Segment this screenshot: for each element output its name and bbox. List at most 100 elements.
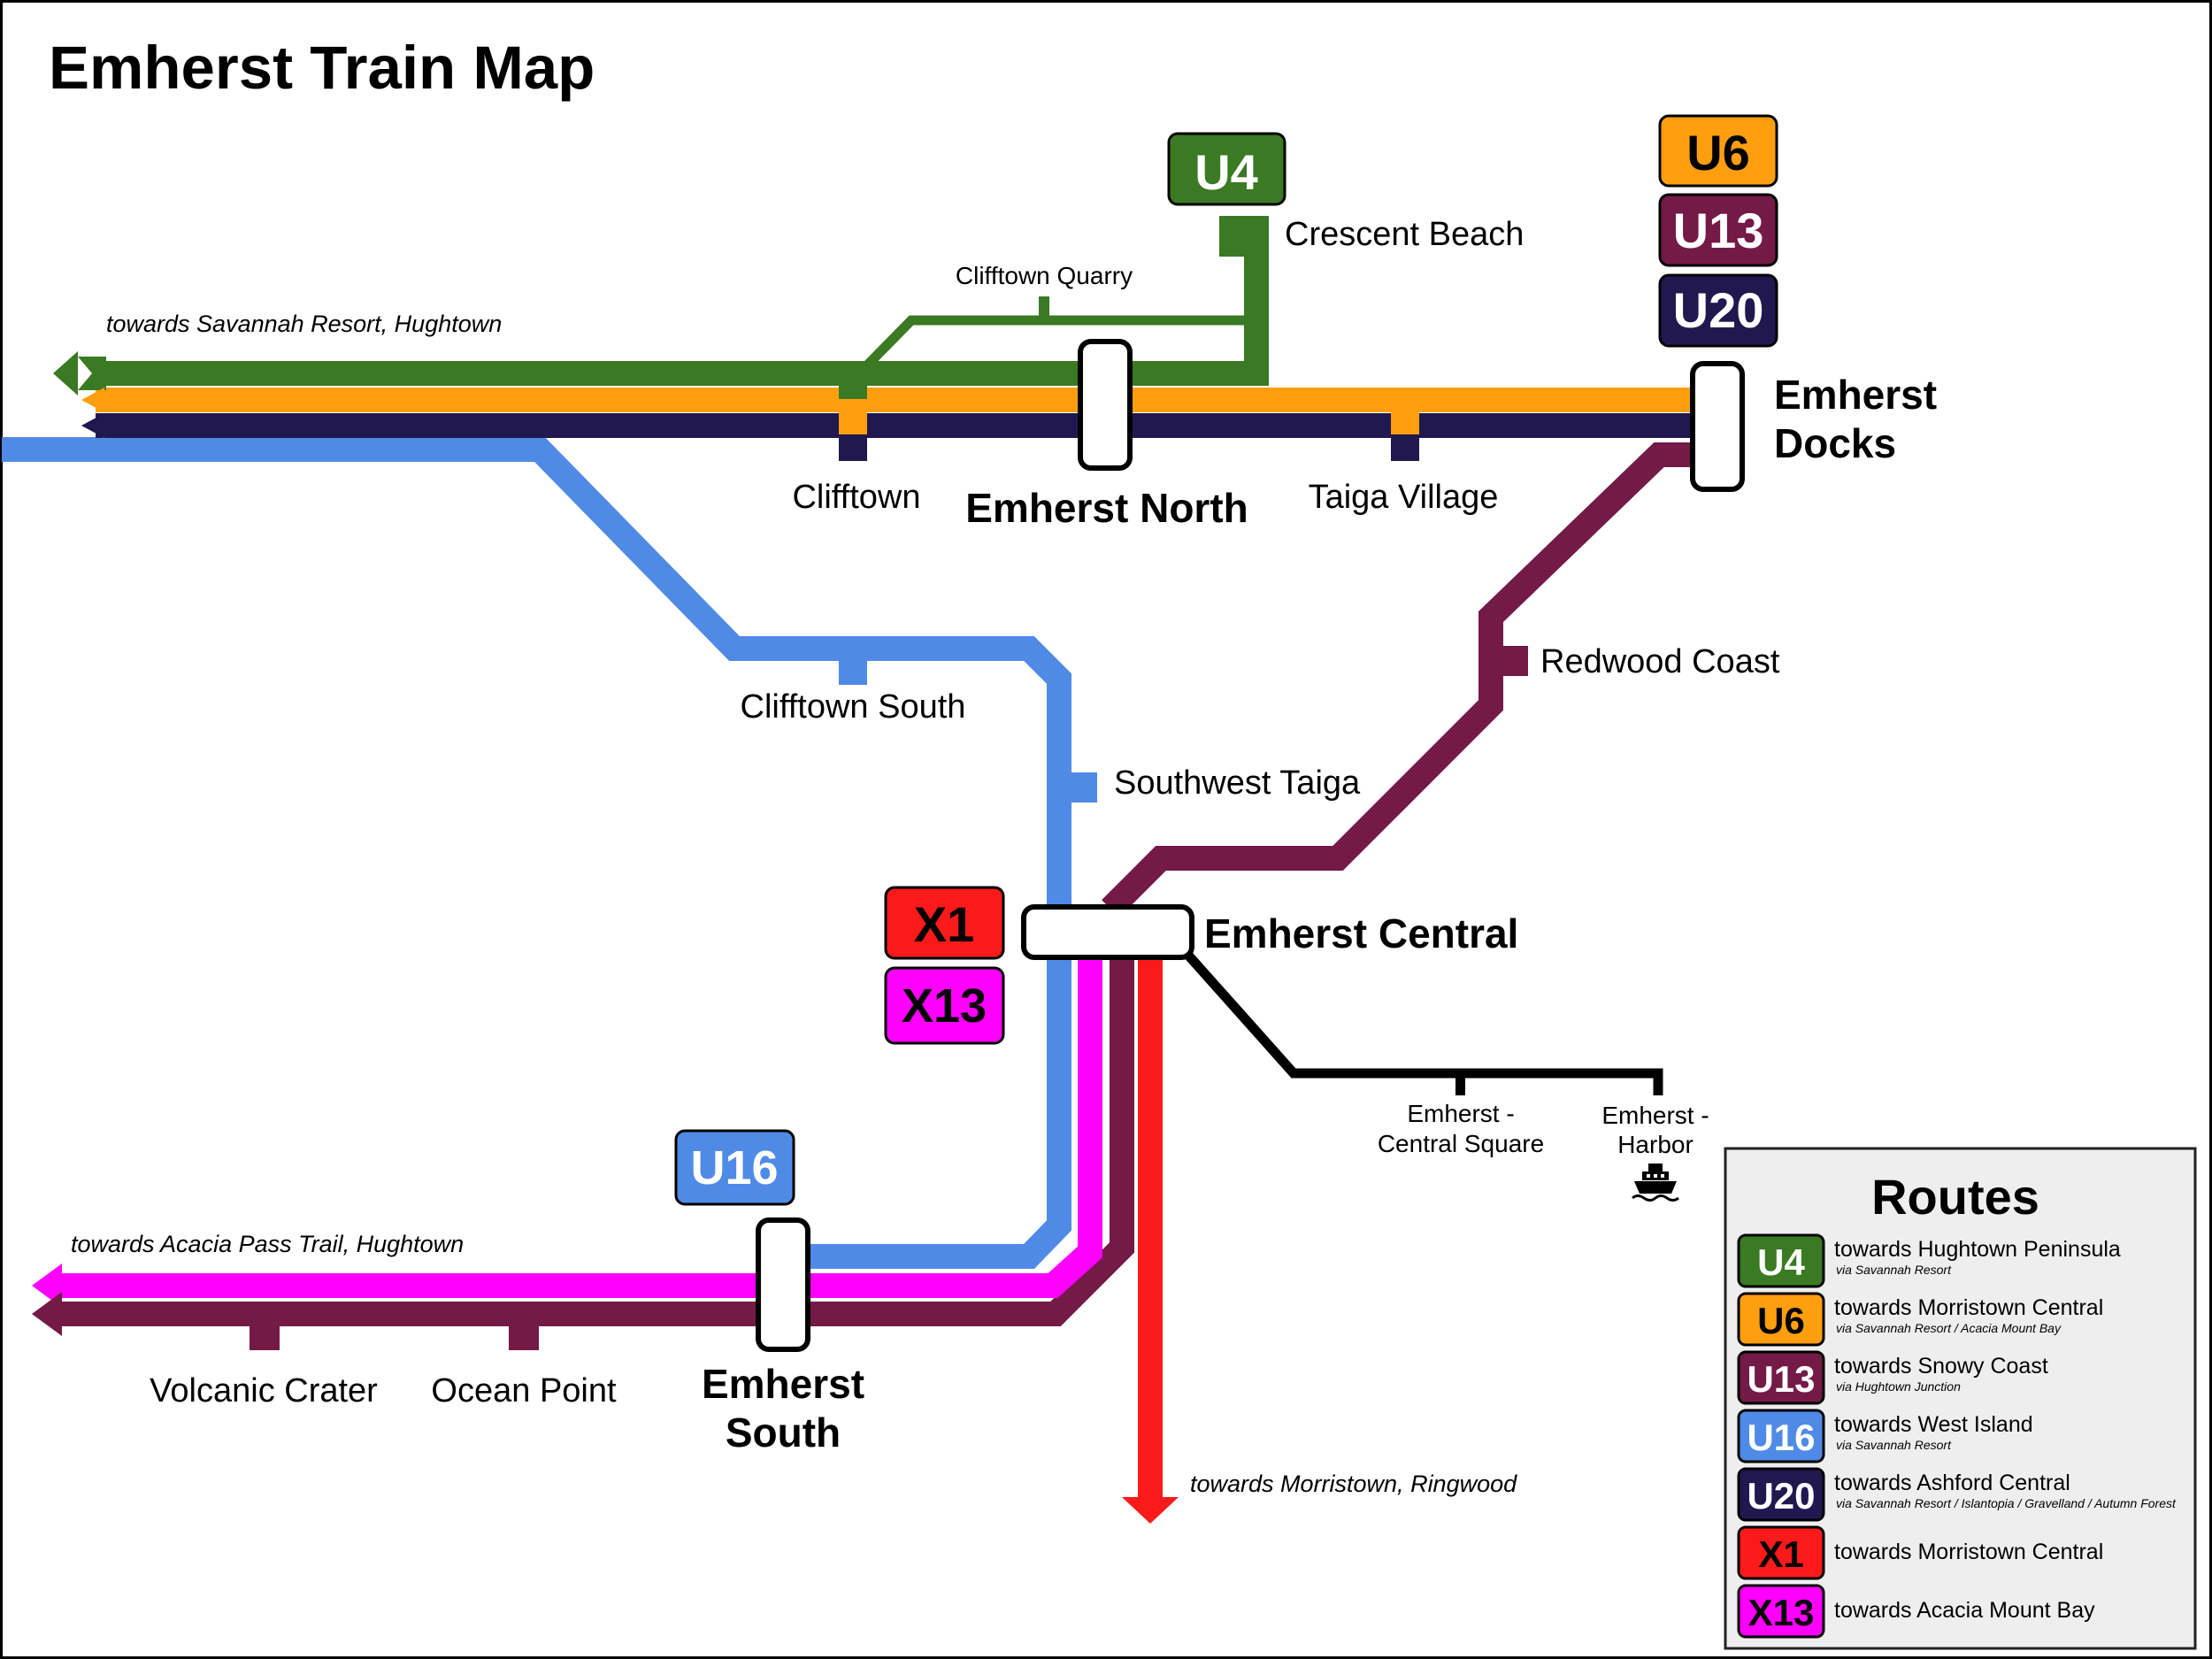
station-marker-emherst-docks[interactable] bbox=[1690, 361, 1745, 492]
legend-title: Routes bbox=[1871, 1169, 2039, 1225]
route-line-x13 bbox=[60, 951, 1102, 1298]
label-clifftown: Clifftown bbox=[792, 479, 920, 516]
tick-redwood-coast bbox=[1502, 646, 1528, 676]
legend-badge-label: U16 bbox=[1747, 1417, 1815, 1458]
label-harbor-line1: Emherst - bbox=[1601, 1102, 1709, 1129]
label-harbor-line2: Harbor bbox=[1617, 1131, 1694, 1158]
legend-badge-label: U13 bbox=[1747, 1358, 1815, 1400]
direction-labels: towards Savannah Resort, Hughtown toward… bbox=[71, 311, 1517, 1497]
station-labels: Crescent Beach Clifftown Quarry Clifftow… bbox=[150, 216, 1937, 1455]
badge-u6[interactable]: U6 bbox=[1658, 114, 1778, 188]
legend-route-destination: towards Hughtown Peninsula bbox=[1834, 1237, 2121, 1262]
route-line-u13-south bbox=[60, 951, 1134, 1326]
station-marker-emherst-south[interactable] bbox=[756, 1217, 810, 1352]
label-ocean-point: Ocean Point bbox=[431, 1372, 617, 1409]
tick-taiga-village-u6 bbox=[1391, 410, 1419, 439]
badge-u6-label: U6 bbox=[1686, 125, 1750, 180]
legend-badge-label: X1 bbox=[1758, 1533, 1803, 1575]
legend-route-destination: towards Morristown Central bbox=[1834, 1295, 2103, 1320]
tick-clifftown-south bbox=[839, 658, 867, 685]
legend-badge-u13 bbox=[1737, 1350, 1825, 1405]
badge-x13-label: X13 bbox=[902, 979, 987, 1033]
legend-badge-u20 bbox=[1737, 1467, 1825, 1522]
badge-u20-label: U20 bbox=[1673, 282, 1764, 338]
tick-clifftown-u20 bbox=[839, 434, 867, 461]
label-southwest-taiga: Southwest Taiga bbox=[1114, 764, 1361, 802]
label-emherst-docks-line2: Docks bbox=[1774, 420, 1896, 466]
legend-route-destination: towards Ashford Central bbox=[1834, 1471, 2070, 1495]
badge-x13[interactable]: X13 bbox=[884, 966, 1005, 1045]
label-emherst-central: Emherst Central bbox=[1204, 910, 1518, 956]
badge-u4-label: U4 bbox=[1194, 144, 1258, 200]
label-emherst-north: Emherst North bbox=[965, 485, 1248, 531]
route-line-u13-north bbox=[1102, 442, 1699, 918]
badge-u16-label: U16 bbox=[690, 1141, 778, 1194]
label-crescent-beach: Crescent Beach bbox=[1285, 216, 1524, 253]
label-clifftown-quarry: Clifftown Quarry bbox=[956, 262, 1133, 289]
legend-route-via: via Savannah Resort / Islantopia / Grave… bbox=[1836, 1496, 2177, 1510]
arrow-u13-tip bbox=[32, 1292, 62, 1336]
label-redwood-coast: Redwood Coast bbox=[1540, 643, 1780, 680]
label-emherst-south-line1: Emherst bbox=[702, 1361, 864, 1407]
map-title: Emherst Train Map bbox=[49, 34, 595, 102]
tick-volcanic-crater bbox=[250, 1324, 280, 1350]
tick-clifftown-quarry bbox=[1039, 296, 1049, 321]
station-ticks bbox=[250, 225, 1528, 1350]
arrow-x1-tip bbox=[1122, 1497, 1179, 1524]
arrow-u4-west bbox=[78, 357, 106, 390]
line-arrows bbox=[32, 351, 1179, 1524]
label-volcanic-crater: Volcanic Crater bbox=[150, 1372, 378, 1409]
direction-south: towards Morristown, Ringwood bbox=[1190, 1471, 1517, 1497]
station-marker-emherst-north[interactable] bbox=[1078, 339, 1133, 471]
direction-southwest: towards Acacia Pass Trail, Hughtown bbox=[71, 1231, 464, 1257]
badge-u20[interactable]: U20 bbox=[1658, 273, 1778, 348]
badge-u13-label: U13 bbox=[1673, 203, 1764, 258]
arrow-x13-tip bbox=[32, 1263, 62, 1308]
legend-route-via: via Savannah Resort bbox=[1836, 1438, 1952, 1452]
label-central-square-line1: Emherst - bbox=[1407, 1100, 1514, 1127]
map-badges: U4 U6 U13 U20 X1 X13 U16 bbox=[674, 114, 1778, 1206]
legend-route-destination: towards Acacia Mount Bay bbox=[1834, 1598, 2095, 1623]
legend-badge-label: U6 bbox=[1757, 1300, 1805, 1341]
legend-route-destination: towards West Island bbox=[1834, 1412, 2033, 1437]
badge-x1-label: X1 bbox=[914, 896, 975, 952]
arrow-u16-tip bbox=[81, 437, 104, 462]
arrow-u20-tip bbox=[81, 413, 104, 438]
legend-badge-u4 bbox=[1737, 1233, 1825, 1288]
tick-ocean-point bbox=[509, 1324, 539, 1350]
legend-row-x13: X13 towards Acacia Mount Bay bbox=[1737, 1584, 2095, 1639]
ferry-icon bbox=[1632, 1164, 1679, 1202]
legend-route-via: via Savannah Resort bbox=[1836, 1263, 1952, 1277]
label-emherst-south-line2: South bbox=[726, 1409, 841, 1455]
arrow-u4-tip bbox=[53, 351, 78, 396]
tick-taiga-village-u20 bbox=[1391, 434, 1419, 461]
legend-badge-label: U4 bbox=[1757, 1241, 1805, 1283]
legend-route-via: via Savannah Resort / Acacia Mount Bay bbox=[1836, 1321, 2062, 1335]
arrow-u6-tip bbox=[81, 388, 104, 412]
legend-route-destination: towards Snowy Coast bbox=[1834, 1354, 2048, 1379]
label-clifftown-south: Clifftown South bbox=[741, 688, 966, 726]
tick-southwest-taiga bbox=[1069, 772, 1097, 803]
route-line-harbor-branch bbox=[1172, 939, 1663, 1095]
legend-badge-label: X13 bbox=[1748, 1592, 1815, 1633]
station-marker-emherst-central[interactable] bbox=[1021, 904, 1194, 960]
badge-u4[interactable]: U4 bbox=[1167, 132, 1286, 206]
badge-u13[interactable]: U13 bbox=[1658, 193, 1778, 267]
legend-badge-label: U20 bbox=[1747, 1475, 1815, 1517]
badge-u16[interactable]: U16 bbox=[674, 1129, 795, 1206]
tick-clifftown-u4 bbox=[839, 367, 867, 399]
route-line-u4-quarry bbox=[859, 315, 1248, 373]
badge-x1[interactable]: X1 bbox=[884, 886, 1005, 960]
legend-badge-u6 bbox=[1737, 1292, 1825, 1347]
legend-route-destination: towards Morristown Central bbox=[1834, 1540, 2103, 1564]
legend-badge-u16 bbox=[1737, 1409, 1825, 1463]
route-line-u16 bbox=[2, 437, 1071, 1269]
